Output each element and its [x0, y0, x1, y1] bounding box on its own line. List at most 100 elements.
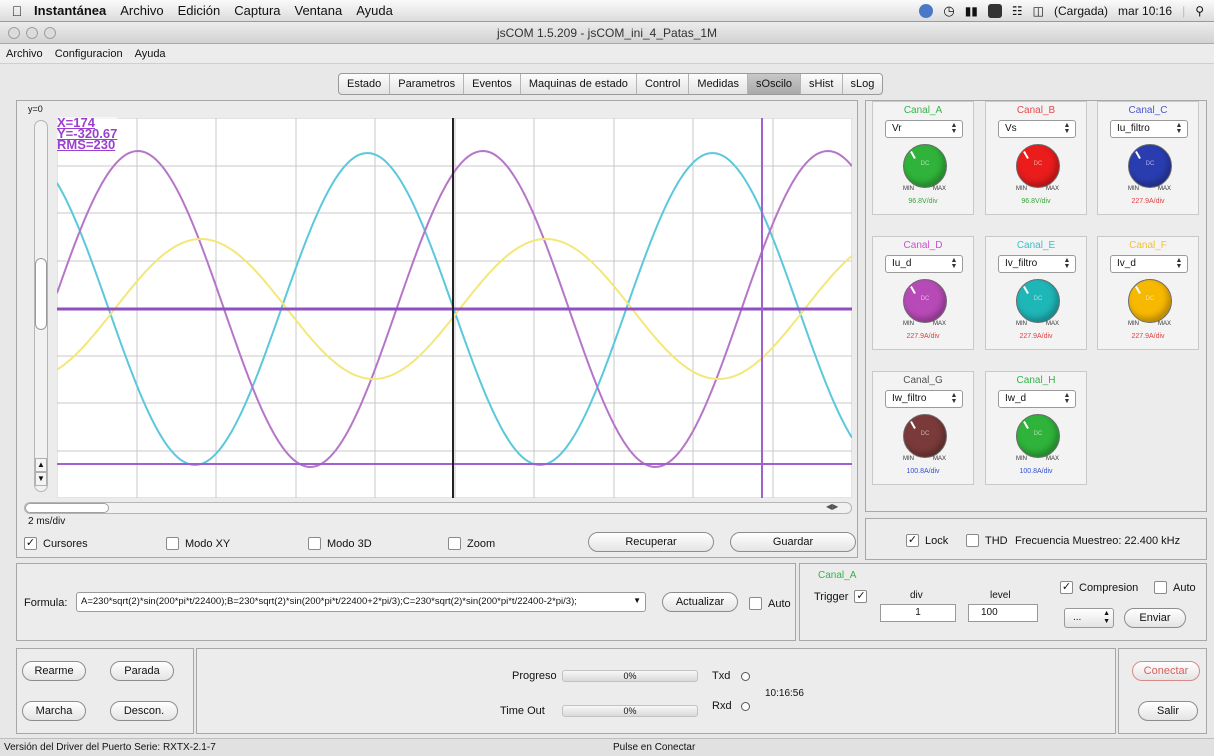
tab-medidas[interactable]: Medidas [689, 74, 748, 94]
spaces-icon[interactable] [987, 4, 1002, 18]
rearme-button[interactable]: Rearme [22, 661, 86, 681]
knob-indicator [1023, 286, 1029, 294]
div-input[interactable]: 1 [880, 604, 956, 622]
channel-signal-select[interactable]: Iv_filtro ▲ ▼ [998, 255, 1076, 273]
channel-signal-select[interactable]: Iw_d ▲ ▼ [998, 390, 1076, 408]
timebase-label: 2 ms/div [28, 516, 66, 527]
menu-captura[interactable]: Captura [234, 3, 281, 18]
guardar-button[interactable]: Guardar [730, 532, 856, 552]
parada-button[interactable]: Parada [110, 661, 174, 681]
timeout-label: Time Out [500, 705, 545, 717]
channel-signal-select[interactable]: Iv_d ▲ ▼ [1110, 255, 1188, 273]
stepper-icon: ▲ ▼ [950, 122, 958, 135]
knob-indicator [1135, 151, 1141, 159]
tab-shist[interactable]: sHist [801, 74, 843, 94]
scale-knob[interactable]: DC [1016, 144, 1060, 188]
tab-slog[interactable]: sLog [850, 78, 875, 90]
channel-signal-select[interactable]: Iw_filtro ▲ ▼ [885, 390, 963, 408]
tab-soscilo[interactable]: sOscilo [747, 74, 802, 94]
formula-auto-label: Auto [768, 597, 791, 610]
rxd-indicator [741, 702, 750, 711]
actualizar-button[interactable]: Actualizar [662, 592, 738, 612]
battery-icon[interactable]: ◫ [1032, 4, 1045, 18]
scale-knob[interactable]: DC [903, 279, 947, 323]
app-menu-archivo[interactable]: Archivo [6, 47, 43, 60]
menu-clock[interactable]: mar 10:16 [1118, 4, 1173, 18]
knob-center-label: DC [920, 161, 930, 167]
modo-3d-checkbox[interactable]: Modo 3D [308, 537, 372, 550]
zoom-window-button[interactable] [44, 27, 56, 39]
app-menu-configuracion[interactable]: Configuracion [54, 47, 123, 60]
modo-xy-checkbox[interactable]: Modo XY [166, 537, 230, 550]
compresion-checkbox[interactable]: ✓ Compresion [1060, 581, 1138, 594]
binoculars-icon[interactable]: ▮▮ [964, 4, 978, 18]
marcha-button[interactable]: Marcha [22, 701, 86, 721]
knob-max-label: MAX [933, 456, 947, 462]
menu-ventana[interactable]: Ventana [294, 3, 343, 18]
formula-select[interactable]: A=230*sqrt(2)*sin(200*pi*t/22400);B=230*… [76, 592, 646, 612]
lock-label: Lock [925, 534, 949, 547]
scroll-up-icon[interactable]: ▲ [35, 458, 47, 472]
menu-edicion[interactable]: Edición [177, 3, 221, 18]
knob-indicator [1135, 286, 1141, 294]
knob-min-label: MIN [903, 186, 914, 192]
channel-name: Canal_F [1129, 240, 1167, 251]
tab-eventos[interactable]: Eventos [464, 74, 521, 94]
level-input[interactable]: 100 [968, 604, 1038, 622]
time-machine-icon[interactable]: ◷ [943, 3, 955, 18]
knob-min-label: MIN [1016, 321, 1027, 327]
menu-app-name[interactable]: Instantánea [34, 3, 107, 18]
scale-knob[interactable]: DC [1128, 279, 1172, 323]
close-window-button[interactable] [8, 27, 20, 39]
scale-knob[interactable]: DC [903, 144, 947, 188]
scroll-left-right-icon[interactable]: ◀▶ [826, 502, 839, 511]
spotlight-search-icon[interactable]: ⚲ [1195, 4, 1204, 18]
knob-max-label: MAX [1046, 321, 1060, 327]
channel-signal-select[interactable]: Iu_d ▲ ▼ [885, 255, 963, 273]
cursores-checkbox[interactable]: ✓ Cursores [24, 537, 88, 550]
scale-knob[interactable]: DC [1128, 144, 1172, 188]
scroll-down-icon[interactable]: ▼ [35, 472, 47, 486]
sync-icon[interactable] [919, 4, 934, 18]
menu-archivo[interactable]: Archivo [120, 3, 164, 18]
formula-value: A=230*sqrt(2)*sin(200*pi*t/22400);B=230*… [81, 596, 577, 607]
channel-card-canal-b: Canal_B Vs ▲ ▼ DC MIN MAX 96.8V/div [985, 101, 1087, 215]
minimize-window-button[interactable] [26, 27, 38, 39]
formula-auto-checkbox[interactable]: Auto [749, 597, 791, 610]
tab-parametros[interactable]: Parametros [390, 74, 465, 94]
oscilloscope-plot[interactable] [57, 118, 852, 498]
descon-button[interactable]: Descon. [110, 701, 178, 721]
lock-checkbox[interactable]: ✓ Lock [906, 534, 948, 547]
menu-ayuda[interactable]: Ayuda [356, 3, 393, 18]
tab-maquinas-de-estado[interactable]: Maquinas de estado [521, 74, 637, 94]
trigger-checkbox[interactable]: Trigger ✓ [814, 590, 868, 603]
trigger-panel [799, 563, 1207, 641]
horizontal-scroll-thumb[interactable] [25, 503, 109, 513]
salir-button[interactable]: Salir [1138, 701, 1198, 721]
vertical-offset-thumb[interactable] [35, 258, 47, 330]
apple-icon[interactable]:  [0, 3, 34, 19]
scale-knob[interactable]: DC [1016, 414, 1060, 458]
trigger-select[interactable]: ... ▲ ▼ [1064, 608, 1114, 628]
tab-estado[interactable]: Estado [339, 74, 391, 94]
enviar-button[interactable]: Enviar [1124, 608, 1186, 628]
tab-control[interactable]: Control [637, 74, 690, 94]
battery-status[interactable]: (Cargada) [1054, 4, 1109, 18]
app-menu-ayuda[interactable]: Ayuda [134, 47, 166, 60]
check-icon: ✓ [1060, 581, 1073, 594]
channel-signal-select[interactable]: Iu_filtro ▲ ▼ [1110, 120, 1188, 138]
zoom-checkbox[interactable]: Zoom [448, 537, 495, 550]
knob-max-label: MAX [933, 186, 947, 192]
check-icon: ✓ [906, 534, 919, 547]
channel-signal-select[interactable]: Vr ▲ ▼ [885, 120, 963, 138]
scale-knob[interactable]: DC [903, 414, 947, 458]
recuperar-button[interactable]: Recuperar [588, 532, 714, 552]
channel-signal-select[interactable]: Vs ▲ ▼ [998, 120, 1076, 138]
horizontal-scrollbar[interactable] [24, 502, 852, 514]
thd-checkbox[interactable]: THD [966, 534, 1008, 547]
channel-name: Canal_D [903, 240, 943, 251]
trigger-auto-checkbox[interactable]: Auto [1154, 581, 1196, 594]
wifi-icon[interactable]: ☷ [1011, 4, 1023, 18]
scale-knob[interactable]: DC [1016, 279, 1060, 323]
conectar-button[interactable]: Conectar [1132, 661, 1200, 681]
